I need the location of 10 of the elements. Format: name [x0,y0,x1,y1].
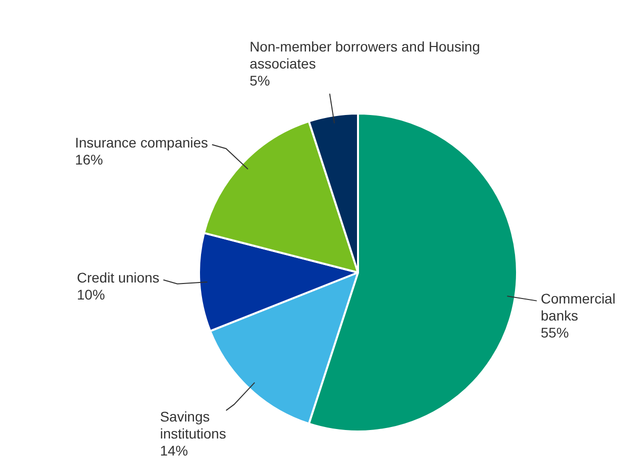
slice-label: Savings institutions [160,408,226,442]
slice-label: Commercial banks [540,290,616,324]
slice-label: Credit unions [76,270,160,286]
data-label: 16% [74,151,104,168]
slice-label: Non-member borrowers and Housing associates [250,38,480,72]
slice-label: Insurance companies [74,134,208,150]
data-label: 5% [250,72,270,89]
data-label: 10% [76,286,105,303]
data-label: 55% [540,324,569,341]
data-label: 14% [160,442,188,458]
